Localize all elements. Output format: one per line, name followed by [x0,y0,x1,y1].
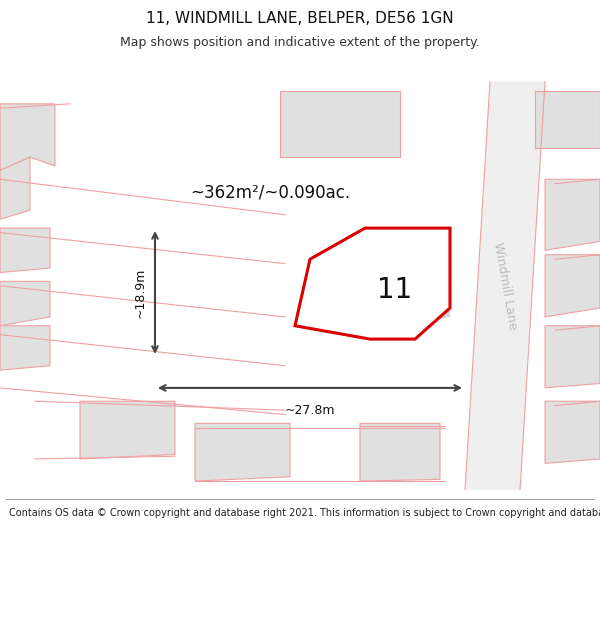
Polygon shape [295,228,450,339]
Text: Contains OS data © Crown copyright and database right 2021. This information is : Contains OS data © Crown copyright and d… [9,508,600,518]
Polygon shape [0,104,55,171]
Polygon shape [0,326,50,370]
Polygon shape [545,401,600,463]
Polygon shape [545,326,600,388]
Polygon shape [0,281,50,326]
Polygon shape [0,228,50,272]
Polygon shape [465,82,545,490]
Polygon shape [360,423,440,481]
Polygon shape [535,91,600,148]
Polygon shape [545,179,600,250]
Text: 11: 11 [377,276,413,304]
Text: Windmill Lane: Windmill Lane [491,241,519,331]
Polygon shape [195,423,290,481]
Polygon shape [80,401,175,459]
Text: ~362m²/~0.090ac.: ~362m²/~0.090ac. [190,184,350,202]
Polygon shape [0,157,30,219]
Polygon shape [370,228,450,334]
Text: Map shows position and indicative extent of the property.: Map shows position and indicative extent… [120,36,480,49]
Text: ~18.9m: ~18.9m [134,268,147,318]
Polygon shape [545,255,600,317]
Text: 11, WINDMILL LANE, BELPER, DE56 1GN: 11, WINDMILL LANE, BELPER, DE56 1GN [146,11,454,26]
Polygon shape [280,91,400,157]
Text: ~27.8m: ~27.8m [285,404,335,417]
